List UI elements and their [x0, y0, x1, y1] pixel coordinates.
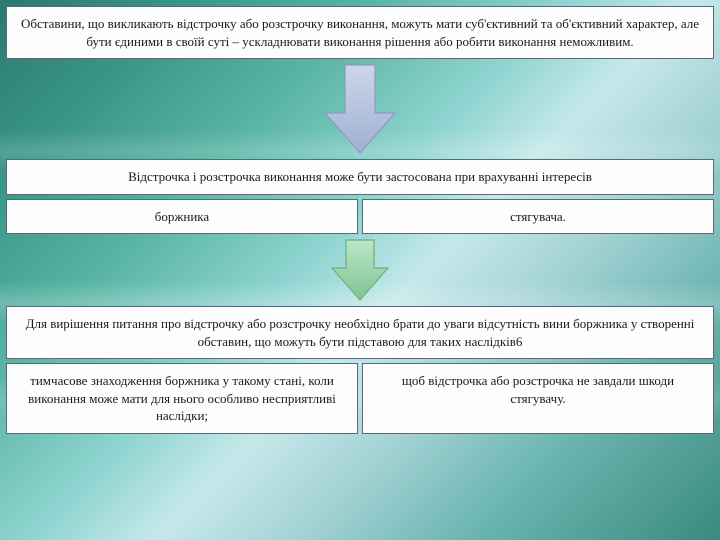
conditions-row: тимчасове знаходження боржника у такому …: [6, 363, 714, 434]
creditor-condition-box: щоб відстрочка або розстрочка не завдали…: [362, 363, 714, 434]
debtor-condition-box: тимчасове знаходження боржника у такому …: [6, 363, 358, 434]
consideration-box: Відстрочка і розстрочка виконання може б…: [6, 159, 714, 195]
diagram-container: Обставини, що викликають відстрочку або …: [0, 0, 720, 438]
arrow-down-icon: [320, 63, 400, 155]
parties-row: боржника стягувача.: [6, 199, 714, 235]
arrow-down-1: [6, 59, 714, 159]
creditor-box: стягувача.: [362, 199, 714, 235]
arrow-down-2: [6, 234, 714, 306]
resolution-box: Для вирішення питання про відстрочку або…: [6, 306, 714, 359]
debtor-box: боржника: [6, 199, 358, 235]
intro-box: Обставини, що викликають відстрочку або …: [6, 6, 714, 59]
arrow-down-icon: [328, 238, 392, 302]
